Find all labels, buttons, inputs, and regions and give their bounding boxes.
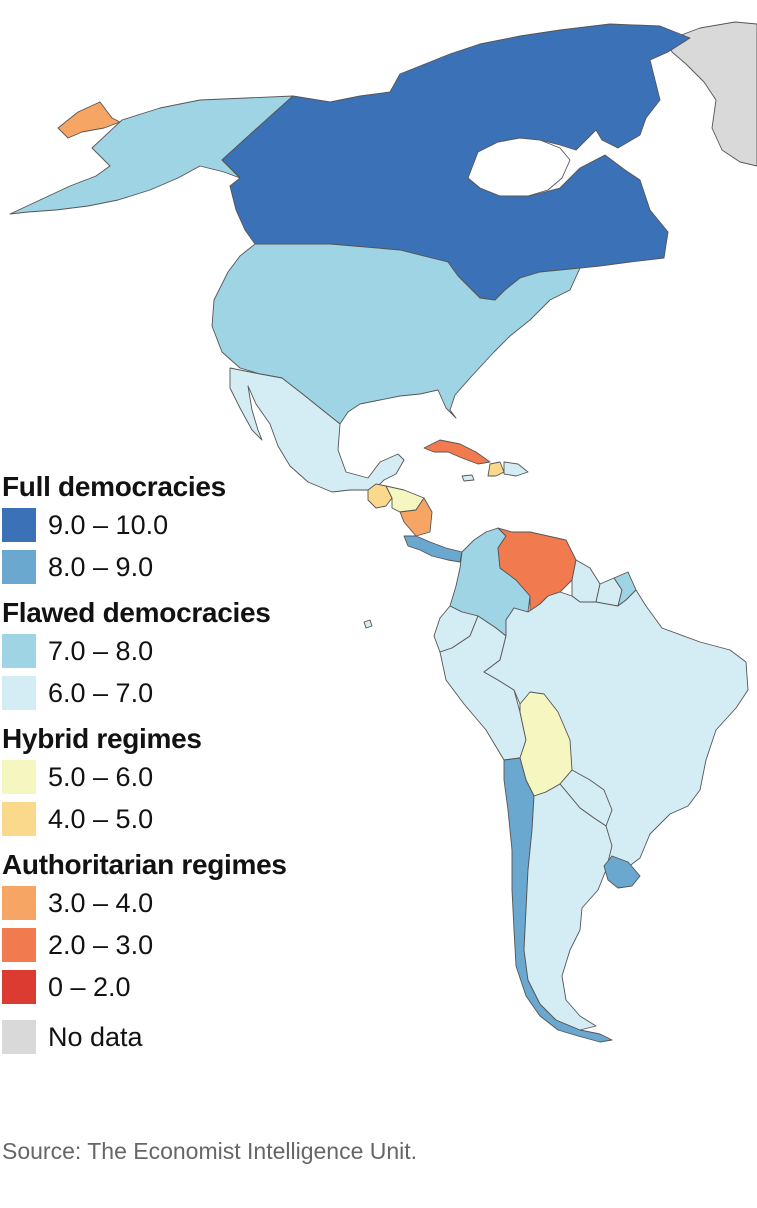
legend-label: 4.0 – 5.0 [48,804,154,834]
legend-swatch [2,760,36,794]
legend-item: 9.0 – 10.0 [2,504,362,546]
region-alaska [9,95,294,215]
legend-swatch [2,676,36,710]
legend-swatch [2,634,36,668]
region-dominican-republic [503,461,529,477]
legend-group-title: Flawed democracies [2,597,271,628]
legend-label: 6.0 – 7.0 [48,678,154,708]
region-uruguay [603,855,641,889]
region-jamaica [461,474,475,482]
legend-label: 7.0 – 8.0 [48,636,154,666]
legend-swatch [2,1020,36,1054]
legend-label: 5.0 – 6.0 [48,762,154,792]
region-nicaragua [399,497,433,537]
legend-label: 2.0 – 3.0 [48,930,154,960]
region-galapagos [363,619,373,629]
legend-label: 9.0 – 10.0 [48,510,169,540]
legend-label: 3.0 – 4.0 [48,888,154,918]
legend-swatch [2,550,36,584]
source-note: Source: The Economist Intelligence Unit. [2,1138,418,1164]
legend-label: 8.0 – 9.0 [48,552,154,582]
legend-swatch [2,970,36,1004]
region-guatemala [367,483,393,509]
region-guyana [571,559,601,603]
legend-item: 0 – 2.0 [2,966,362,1008]
hudson-bay [467,137,571,197]
region-usa [211,243,581,425]
legend-swatch [2,928,36,962]
legend-label: 0 – 2.0 [48,972,131,1002]
legend-swatch [2,802,36,836]
legend-item-no-data: No data [2,1016,362,1058]
legend-item: 7.0 – 8.0 [2,630,362,672]
legend-item: 8.0 – 9.0 [2,546,362,588]
legend-swatch [2,886,36,920]
legend-item: 6.0 – 7.0 [2,672,362,714]
region-argentina [523,783,613,1031]
legend-item: 2.0 – 3.0 [2,924,362,966]
region-costa-rica-panama [403,535,463,563]
legend-item: 5.0 – 6.0 [2,756,362,798]
legend-group-title: Hybrid regimes [2,723,202,754]
legend-label: No data [48,1022,143,1052]
legend: Full democracies 9.0 – 10.0 8.0 – 9.0 Flawe… [2,470,362,1058]
legend-swatch [2,508,36,542]
region-cuba [423,439,491,465]
legend-item: 3.0 – 4.0 [2,882,362,924]
legend-group-title: Authoritarian regimes [2,849,287,880]
legend-group-title: Full democracies [2,471,226,502]
region-haiti [487,461,505,477]
legend-item: 4.0 – 5.0 [2,798,362,840]
region-greenland [667,21,757,167]
